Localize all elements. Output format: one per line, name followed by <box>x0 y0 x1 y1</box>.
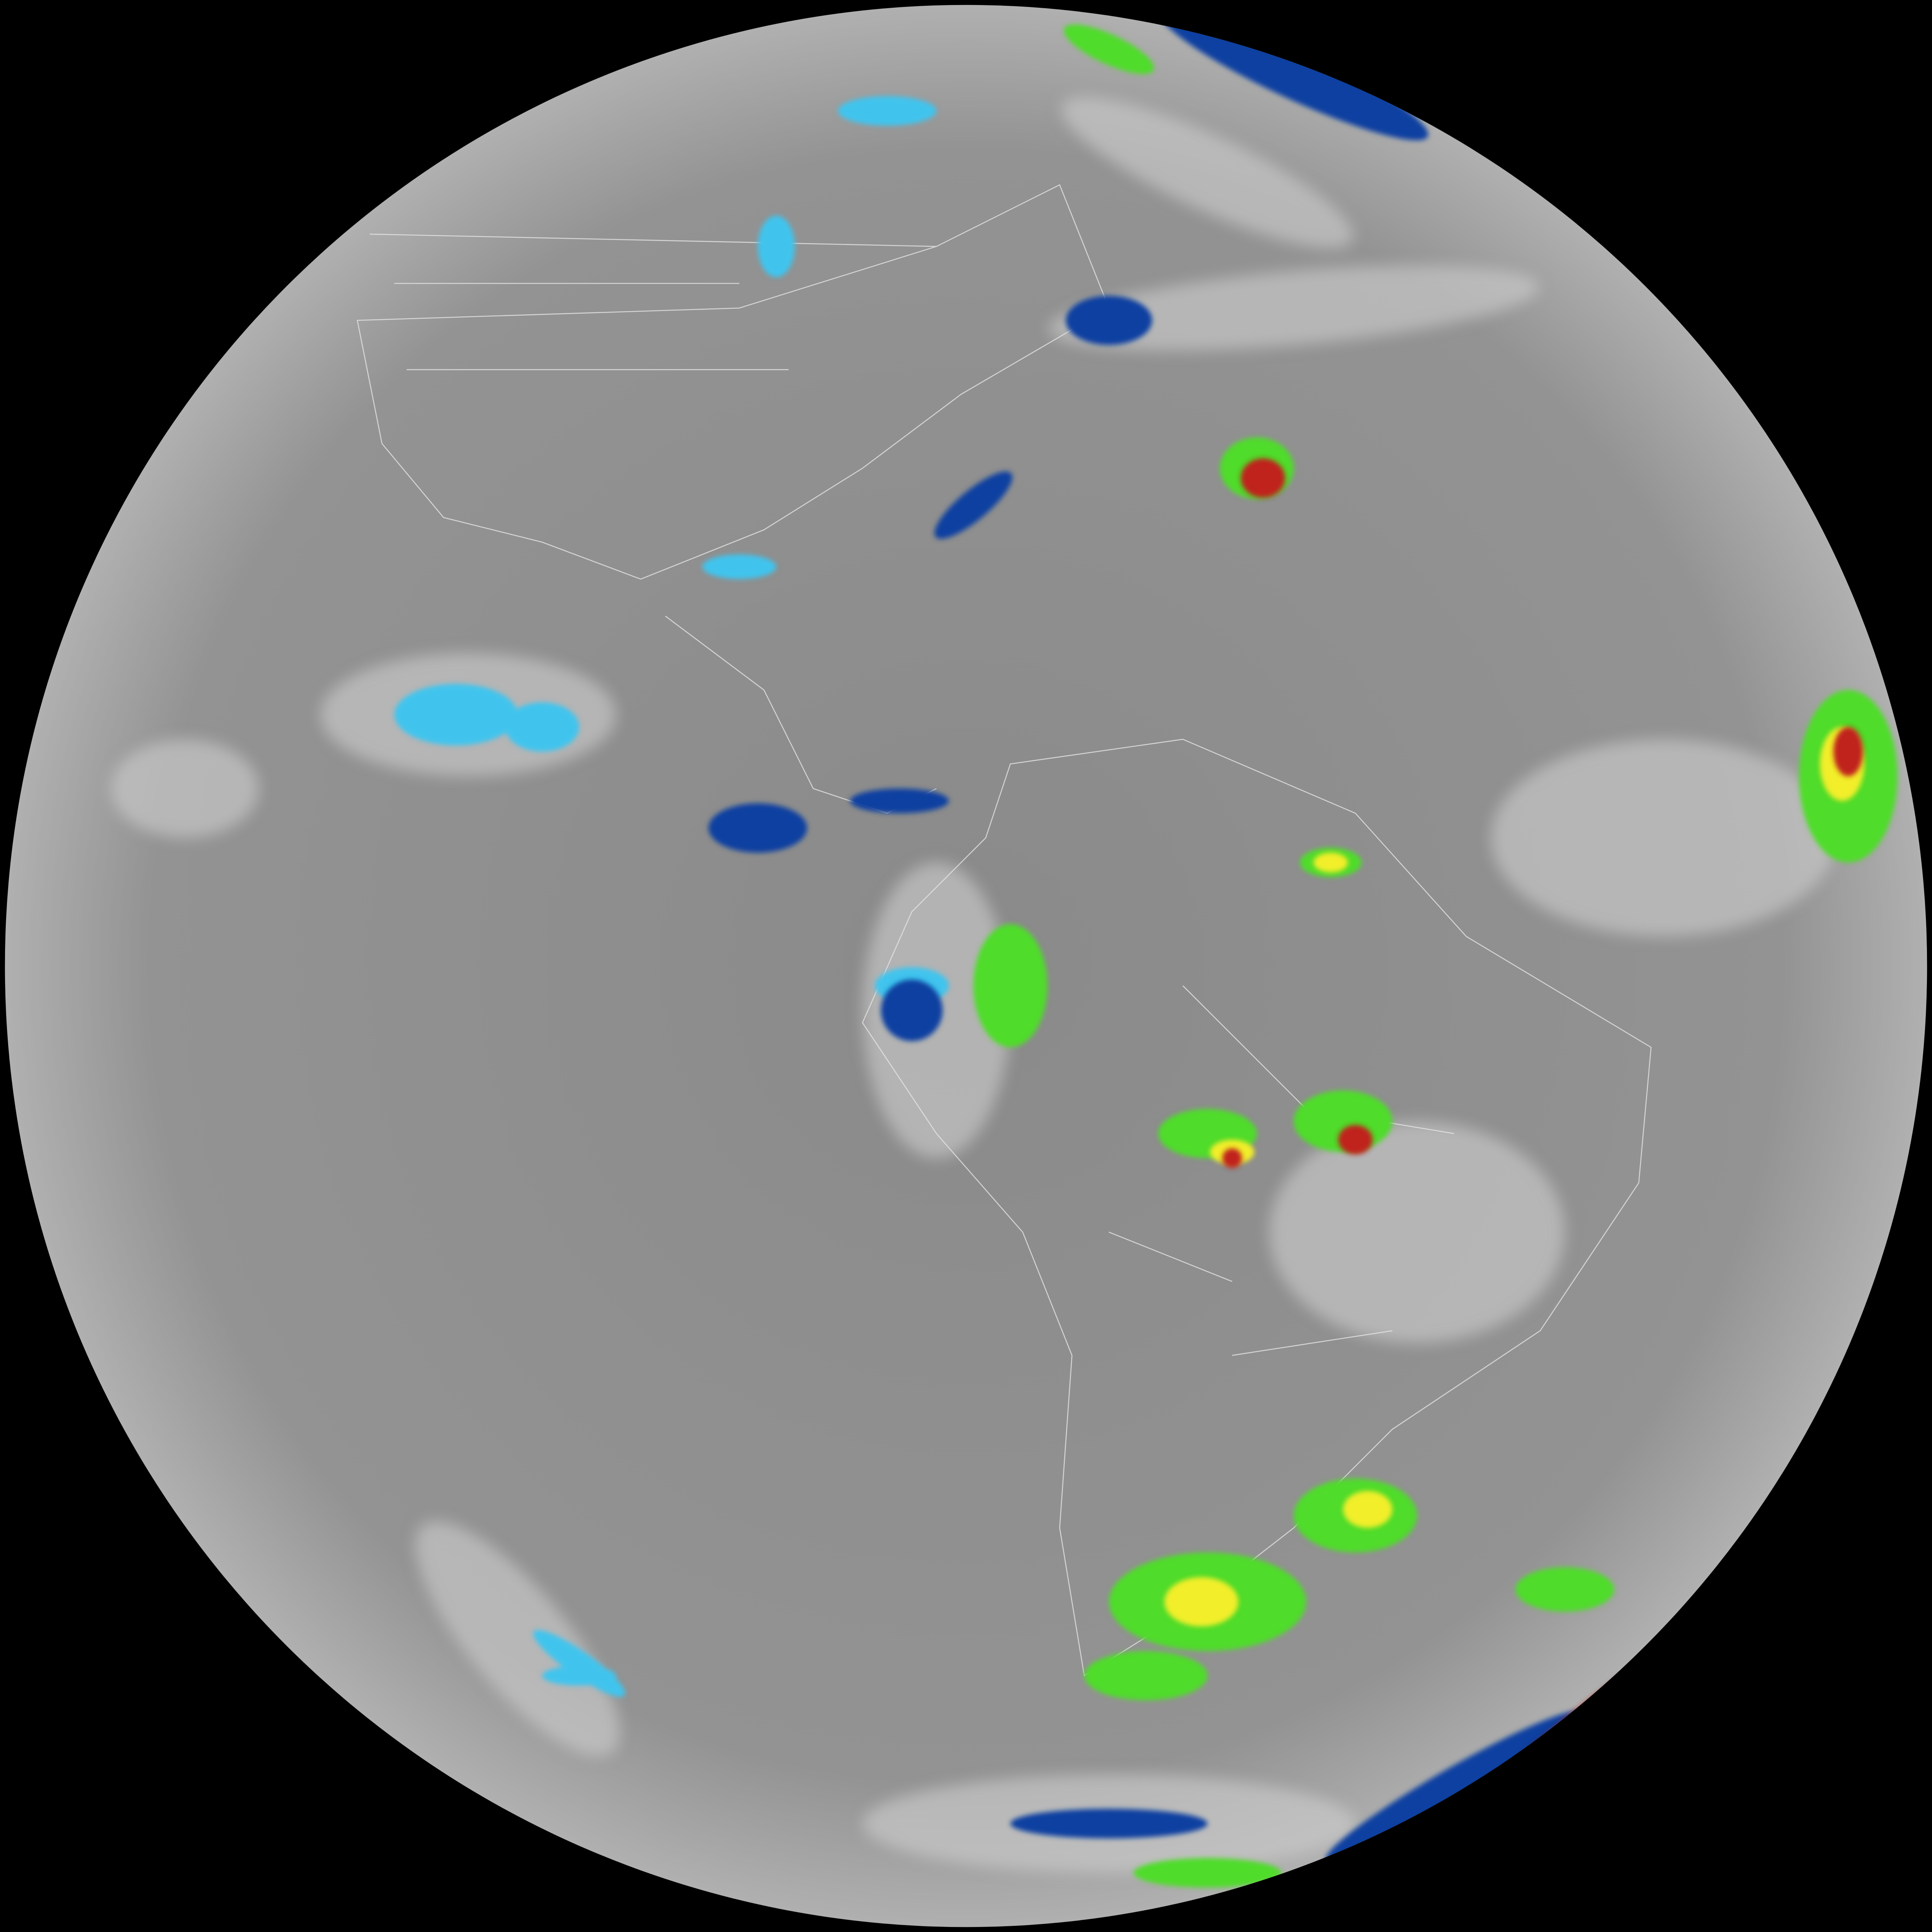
convection-green <box>973 24 1898 1888</box>
convection-cyan <box>394 96 949 1697</box>
convection-yellow <box>1164 727 1864 1627</box>
